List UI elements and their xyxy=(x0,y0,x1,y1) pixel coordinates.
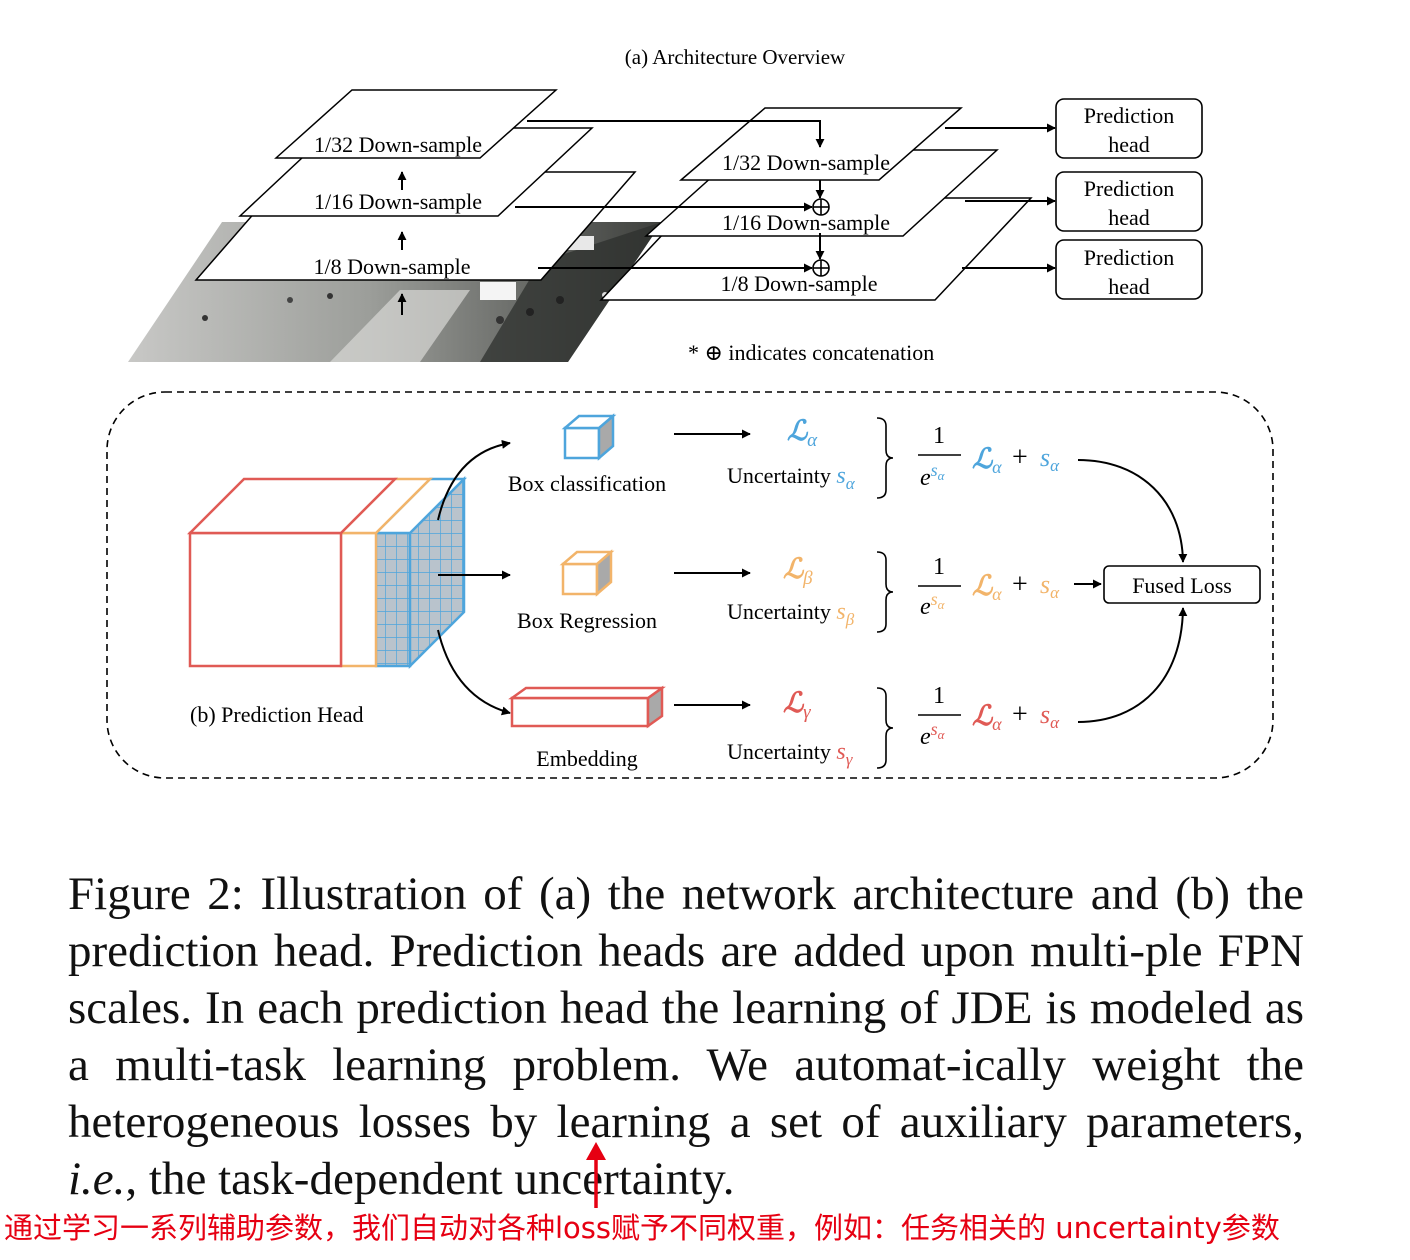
left-layer-label-8: 1/8 Down-sample xyxy=(313,254,470,279)
svg-text:1: 1 xyxy=(933,423,945,449)
head-label: head xyxy=(1108,205,1150,230)
feature-map-cube xyxy=(186,475,468,670)
annotation-note: 通过学习一系列辅助参数，我们自动对各种loss赋予不同权重，例如：任务相关的 u… xyxy=(4,1211,1280,1245)
brace xyxy=(876,687,894,769)
left-layer-label-16: 1/16 Down-sample xyxy=(314,189,482,214)
brace xyxy=(876,417,894,499)
reg-cube-icon xyxy=(559,549,615,597)
loss-beta: ℒβ xyxy=(783,554,813,589)
weighted-loss-beta: 1 esα ℒα + sα xyxy=(918,554,1060,620)
fused-loss-label: Fused Loss xyxy=(1132,573,1232,598)
part-a-title: (a) Architecture Overview xyxy=(625,45,846,69)
concat-icon xyxy=(812,259,830,277)
head-label: Prediction xyxy=(1084,245,1174,270)
svg-text:ℒα: ℒα xyxy=(972,571,1002,604)
annotation-arrow-icon xyxy=(586,1142,606,1208)
head-label: Prediction xyxy=(1084,176,1174,201)
svg-text:ℒα: ℒα xyxy=(972,444,1002,477)
svg-text:esα: esα xyxy=(920,460,946,491)
svg-text:+: + xyxy=(1012,442,1028,473)
svg-text:+: + xyxy=(1012,569,1028,600)
uncertainty-label: Uncertainty sβ xyxy=(727,599,855,629)
head-label: head xyxy=(1108,274,1150,299)
left-layer-label-32: 1/32 Down-sample xyxy=(314,132,482,157)
svg-text:ℒα: ℒα xyxy=(972,701,1002,734)
prediction-head-panel xyxy=(106,391,1274,779)
uncertainty-label: Uncertainty sγ xyxy=(727,739,854,769)
right-layer-label-8: 1/8 Down-sample xyxy=(720,271,877,296)
brace xyxy=(876,551,894,633)
weighted-loss-alpha: 1 esα ℒα + sα xyxy=(918,423,1060,491)
uncertainty-label: Uncertainty sα xyxy=(727,463,856,493)
task-label-cls: Box classification xyxy=(508,471,666,496)
svg-text:1: 1 xyxy=(933,683,945,709)
cls-cube-icon xyxy=(561,413,617,461)
concat-note: * ⊕ indicates concatenation xyxy=(688,340,934,365)
svg-text:+: + xyxy=(1012,699,1028,730)
branch-arrow-cls xyxy=(437,439,511,521)
branch-arrow-emb xyxy=(437,629,511,716)
embedding-bar-icon xyxy=(508,685,666,729)
prediction-head-box xyxy=(1055,171,1203,232)
task-label-emb: Embedding xyxy=(536,746,637,771)
head-label: Prediction xyxy=(1084,103,1174,128)
caption-ie: i.e. xyxy=(68,1153,126,1205)
concat-icon xyxy=(812,198,830,216)
svg-text:sα: sα xyxy=(1040,570,1060,602)
head-label: head xyxy=(1108,132,1150,157)
svg-text:sα: sα xyxy=(1040,700,1060,732)
loss-gamma: ℒγ xyxy=(783,688,811,723)
skip-arrow-32 xyxy=(527,120,825,148)
fuse-arrow-top xyxy=(1077,459,1188,563)
prediction-head-box xyxy=(1055,98,1203,159)
fuse-arrow-bottom xyxy=(1077,607,1188,723)
backbone-stack xyxy=(194,89,637,281)
svg-text:esα: esα xyxy=(920,589,946,620)
left-layer-32 xyxy=(274,89,558,159)
task-label-reg: Box Regression xyxy=(517,608,657,633)
right-layer-label-16: 1/16 Down-sample xyxy=(722,210,890,235)
weighted-loss-gamma: 1 esα ℒα + sα xyxy=(918,683,1060,750)
svg-text:sα: sα xyxy=(1040,443,1060,475)
figure-2: (a) Architecture Overview 1/32 Down-samp… xyxy=(106,45,1274,779)
fused-loss-box xyxy=(1103,565,1261,604)
figure-caption: Figure 2: Illustration of (a) the networ… xyxy=(68,868,1304,1205)
svg-text:1: 1 xyxy=(933,554,945,580)
right-layer-label-32: 1/32 Down-sample xyxy=(722,150,890,175)
loss-alpha: ℒα xyxy=(787,416,818,451)
svg-text:esα: esα xyxy=(920,719,946,750)
prediction-head-box xyxy=(1055,239,1203,300)
part-b-title: (b) Prediction Head xyxy=(190,702,364,727)
